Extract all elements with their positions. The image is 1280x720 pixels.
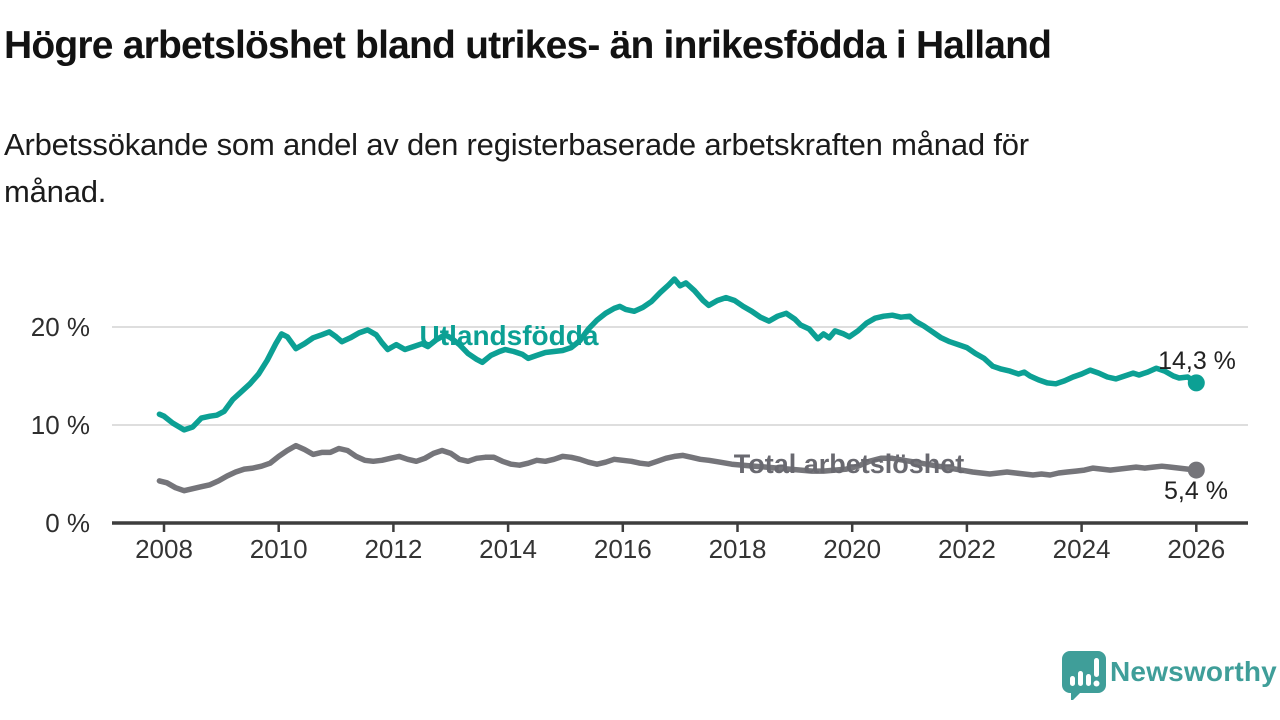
y-tick-label-20: 20 % [30, 312, 90, 342]
end-value-label-utlandsfodda: 14,3 % [1158, 347, 1236, 375]
x-tick-label-2014: 2014 [479, 534, 538, 564]
x-axis [112, 521, 1248, 532]
subtitle-line-1: Arbetssökande som andel av den registerb… [4, 127, 1029, 162]
speech-bubble-shape [1062, 651, 1106, 700]
x-tick-label-2008: 2008 [135, 534, 193, 564]
series-lines [156, 276, 1200, 494]
x-tick-label-2018: 2018 [708, 534, 767, 564]
y-tick-label-0: 0 % [45, 508, 90, 538]
page-title: Högre arbetslöshet bland utrikes- än inr… [4, 24, 1052, 67]
end-value-label-total: 5,4 % [1164, 477, 1228, 505]
chart-subtitle: Arbetssökande som andel av den registerb… [4, 121, 1204, 215]
x-tick-label-2020: 2020 [823, 534, 882, 564]
newsworthy-wordmark: Newsworthy [1110, 656, 1277, 687]
x-tick-label-2012: 2012 [364, 534, 423, 564]
x-tick-label-2022: 2022 [937, 534, 996, 564]
gridlines [112, 326, 1248, 426]
x-tick-label-2016: 2016 [593, 534, 652, 564]
y-tick-label-10: 10 % [30, 410, 90, 440]
subtitle-line-2: månad. [4, 174, 107, 209]
x-tick-label-2026: 2026 [1167, 534, 1226, 564]
series-label-total-arbetsloshet: Total arbetslöshet [733, 449, 965, 479]
total-end-dot [1187, 461, 1205, 479]
utlandsfodda-line [156, 276, 1200, 433]
total-line [156, 442, 1200, 494]
x-tick-label-2024: 2024 [1052, 534, 1111, 564]
series-label-utlandsfodda: Utlandsfödda [419, 320, 599, 351]
newsworthy-logo-icon [1062, 651, 1106, 700]
x-tick-label-2010: 2010 [249, 534, 308, 564]
series-end-dots [1187, 374, 1205, 479]
utlandsfodda-end-dot [1187, 374, 1205, 392]
